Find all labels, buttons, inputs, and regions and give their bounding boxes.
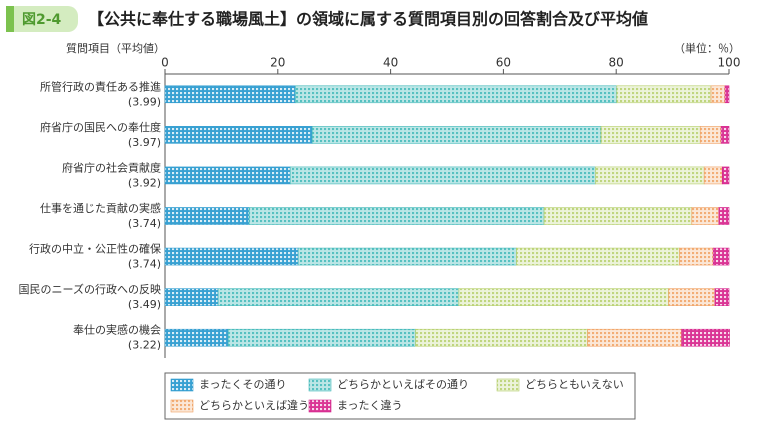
legend-swatch	[170, 399, 194, 413]
bar-segment	[458, 288, 669, 306]
legend-swatch	[170, 378, 194, 392]
bar-segment	[616, 85, 712, 104]
legend-swatch	[308, 399, 332, 413]
legend-box	[164, 372, 636, 420]
bar-segment	[710, 85, 726, 104]
bar-segment	[297, 247, 517, 266]
average-label: (3.49)	[128, 298, 161, 311]
bar-segment	[516, 247, 680, 266]
bar-segment	[595, 166, 705, 185]
bar-segment	[679, 247, 714, 266]
x-tick-label: 60	[496, 56, 511, 70]
category-label: 府省庁の国民への奉仕度	[40, 120, 161, 134]
x-tick-label: 80	[609, 56, 624, 70]
bar-segment	[164, 126, 313, 144]
bar-segment	[703, 166, 723, 185]
category-label: 府省庁の社会貢献度	[62, 160, 161, 174]
legend-swatch	[496, 378, 520, 392]
bar-segment	[164, 288, 219, 306]
legend-label: どちらかといえば違う	[199, 399, 309, 412]
bar-segment	[668, 288, 716, 306]
bar-segment	[227, 328, 416, 347]
bar-segment	[164, 166, 291, 185]
bar-segment	[543, 207, 693, 225]
bar-segment	[724, 85, 730, 104]
bar-segment	[311, 126, 602, 144]
bar-segment	[217, 288, 460, 306]
bar-segment	[294, 85, 618, 104]
legend-label: まったくその通り	[199, 378, 287, 391]
bar-segment	[681, 328, 730, 347]
unit-label: （単位：％）	[674, 41, 740, 55]
y-axis-label: 質問項目（平均値）	[66, 41, 165, 55]
average-label: (3.99)	[128, 95, 161, 108]
bar-segment	[600, 126, 701, 144]
bar-segment	[714, 288, 730, 306]
category-label: 行政の中立・公正性の確保	[29, 242, 161, 256]
bar-segment	[164, 85, 296, 104]
legend-label: どちらかといえばその通り	[337, 378, 469, 391]
x-tick-label: 40	[383, 56, 398, 70]
figure-badge-accent	[6, 6, 14, 32]
figure-badge	[6, 6, 78, 32]
x-tick-label: 20	[270, 56, 285, 70]
bar-segment	[712, 247, 730, 266]
bar-segment	[289, 166, 596, 185]
x-tick-label: 0	[161, 56, 169, 70]
legend-label: どちらともいえない	[525, 378, 624, 391]
legend-label: まったく違う	[337, 399, 403, 412]
average-label: (3.22)	[128, 339, 161, 352]
bar-segment	[164, 207, 250, 225]
category-label: 所管行政の責任ある推進	[40, 79, 161, 93]
bar-segment	[164, 247, 299, 266]
figure-label: 図2-4	[22, 12, 62, 28]
bar-segment	[720, 126, 730, 144]
legend-swatch	[308, 378, 332, 392]
average-label: (3.74)	[128, 258, 161, 271]
chart-title: 【公共に奉仕する職場風土】の領域に属する質問項目別の回答割合及び平均値	[88, 10, 648, 29]
average-label: (3.92)	[128, 176, 161, 189]
category-label: 奉仕の実感の機会	[73, 323, 161, 337]
bar-segment	[718, 207, 730, 225]
bar-segment	[248, 207, 545, 225]
bar-segment	[691, 207, 720, 225]
bar-segment	[699, 126, 722, 144]
category-label: 仕事を通じた貢献の実感	[40, 201, 161, 215]
bar-segment	[721, 166, 730, 185]
x-tick-label: 100	[718, 56, 741, 70]
bar-segment	[415, 328, 588, 347]
category-label: 国民のニーズの行政への反映	[19, 282, 161, 296]
average-label: (3.97)	[128, 136, 161, 149]
bar-segment	[164, 328, 229, 347]
average-label: (3.74)	[128, 217, 161, 230]
bar-segment	[587, 328, 682, 347]
